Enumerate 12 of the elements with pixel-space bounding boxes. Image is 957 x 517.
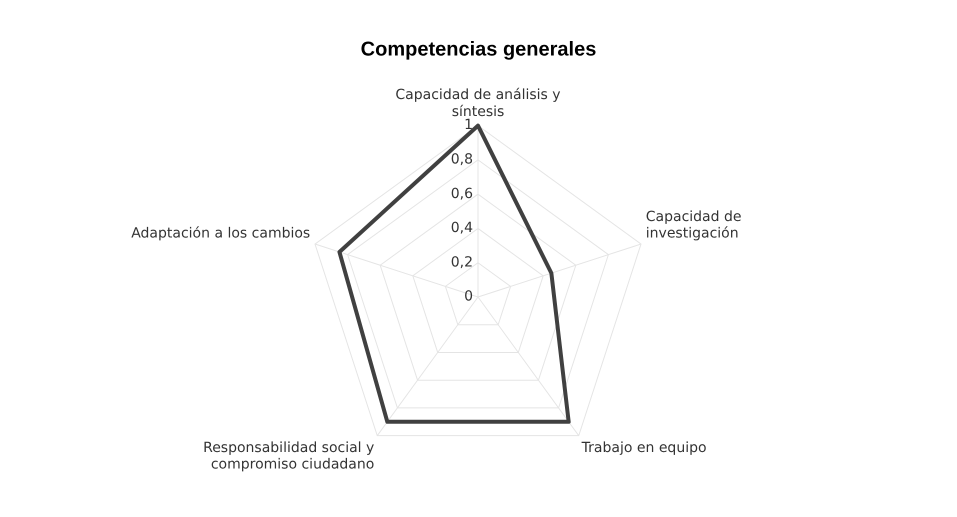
y-tick-label: 0,8 — [450, 152, 473, 168]
chart-title: Competencias generales — [360, 38, 596, 61]
y-tick-label: 0,2 — [450, 254, 473, 270]
spoke-label: Trabajo en equipo — [580, 440, 707, 456]
y-tick-label: 0 — [464, 288, 473, 305]
spoke-label: Capacidad de análisis y síntesis — [395, 87, 561, 120]
spoke-label: Capacidad de investigación — [646, 208, 742, 242]
y-tick-label: 0,6 — [450, 186, 474, 202]
spoke-label: Responsabilidad social y compromiso ciudadano — [203, 440, 374, 473]
y-tick-label: 0,4 — [450, 220, 474, 236]
spoke-label: Adaptación a los cambios — [131, 226, 310, 242]
y-tick-label: 1 — [464, 117, 473, 134]
